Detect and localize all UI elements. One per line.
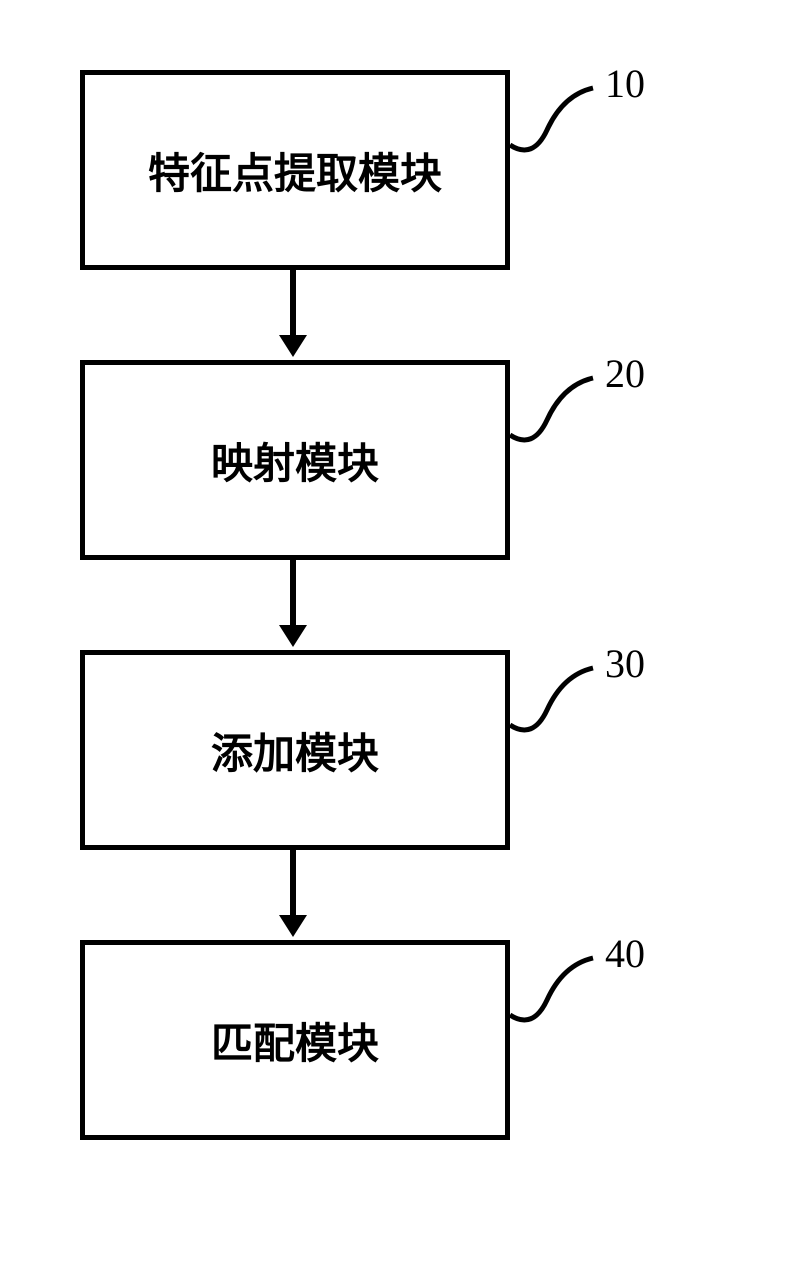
- node-feature-extraction: 特征点提取模块: [80, 70, 510, 270]
- arrow-line: [290, 270, 296, 335]
- node-label: 匹配模块: [211, 1010, 379, 1071]
- arrow-icon: [279, 850, 307, 937]
- ref-number: 20: [605, 350, 645, 397]
- node-label: 添加模块: [211, 720, 379, 781]
- ref-number: 10: [605, 60, 645, 107]
- ref-number: 30: [605, 640, 645, 687]
- arrow-line: [290, 560, 296, 625]
- node-match: 匹配模块: [80, 940, 510, 1140]
- arrow-head-icon: [279, 625, 307, 647]
- ref-curve-icon: [505, 950, 600, 1040]
- arrow-icon: [279, 560, 307, 647]
- arrow-head-icon: [279, 915, 307, 937]
- node-mapping: 映射模块: [80, 360, 510, 560]
- node-label: 特征点提取模块: [148, 140, 442, 201]
- node-label: 映射模块: [211, 430, 379, 491]
- arrow-line: [290, 850, 296, 915]
- ref-curve-icon: [505, 370, 600, 460]
- node-add: 添加模块: [80, 650, 510, 850]
- ref-curve-icon: [505, 80, 600, 170]
- arrow-icon: [279, 270, 307, 357]
- arrow-head-icon: [279, 335, 307, 357]
- ref-curve-icon: [505, 660, 600, 750]
- ref-number: 40: [605, 930, 645, 977]
